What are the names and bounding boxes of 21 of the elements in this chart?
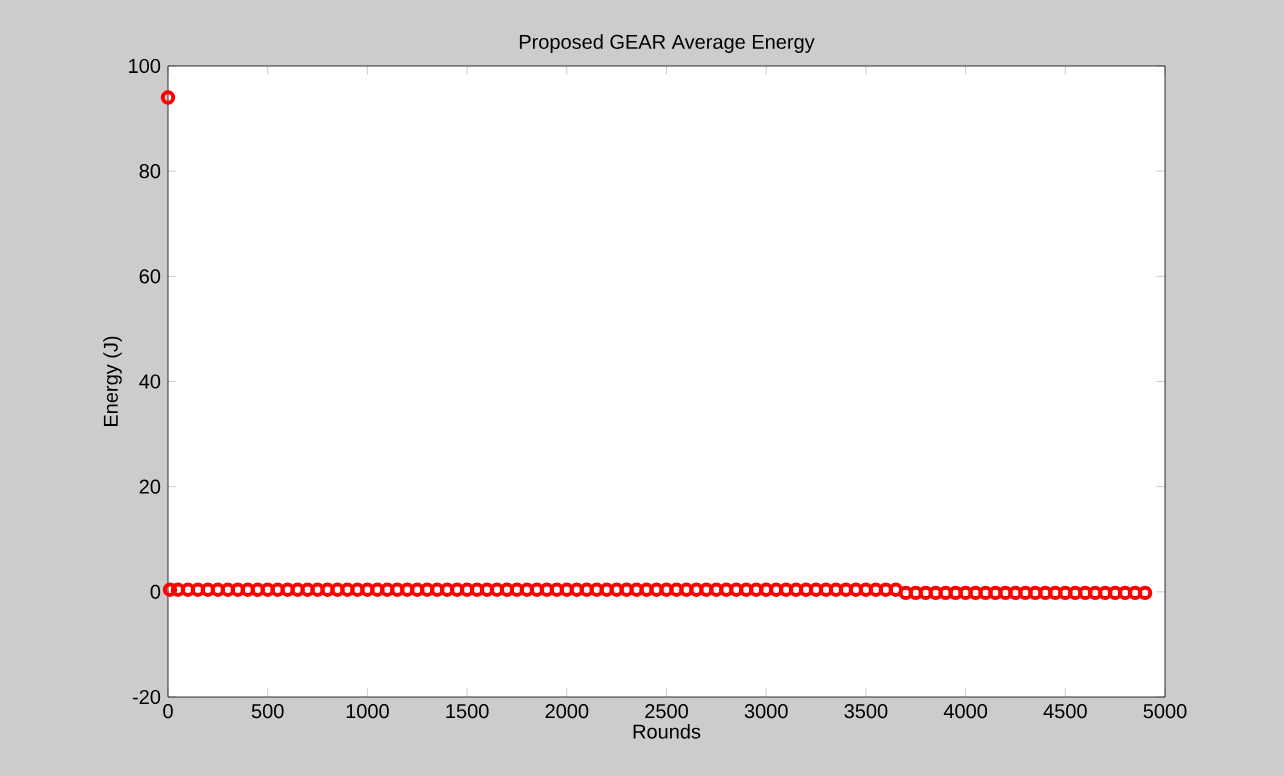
y-tick-label: -20 bbox=[132, 689, 161, 705]
x-tick-label: 500 bbox=[251, 704, 284, 719]
y-tick-label: 80 bbox=[139, 164, 161, 179]
x-tick-label: 2500 bbox=[645, 704, 688, 719]
y-tick-label: 40 bbox=[139, 374, 161, 389]
x-tick-label: 0 bbox=[163, 704, 173, 719]
x-tick-label: 4000 bbox=[943, 704, 988, 719]
y-tick-label: 20 bbox=[139, 479, 161, 494]
y-tick-label: 0 bbox=[150, 584, 161, 599]
x-axis-title: Rounds bbox=[633, 723, 701, 739]
chart-title: Proposed GEAR Average Energy bbox=[519, 34, 815, 53]
x-tick-label: 3000 bbox=[744, 704, 788, 719]
y-tick-label: 100 bbox=[129, 58, 161, 74]
x-tick-label: 4500 bbox=[1043, 704, 1087, 719]
y-axis-title: Energy (J) bbox=[103, 336, 122, 426]
x-tick-label: 5000 bbox=[1143, 704, 1187, 719]
x-tick-label: 1500 bbox=[446, 704, 489, 719]
y-tick-label: 60 bbox=[139, 269, 161, 284]
x-tick-label: 1000 bbox=[346, 704, 389, 719]
x-tick-label: 3500 bbox=[844, 704, 888, 719]
x-tick-label: 2000 bbox=[545, 704, 589, 719]
